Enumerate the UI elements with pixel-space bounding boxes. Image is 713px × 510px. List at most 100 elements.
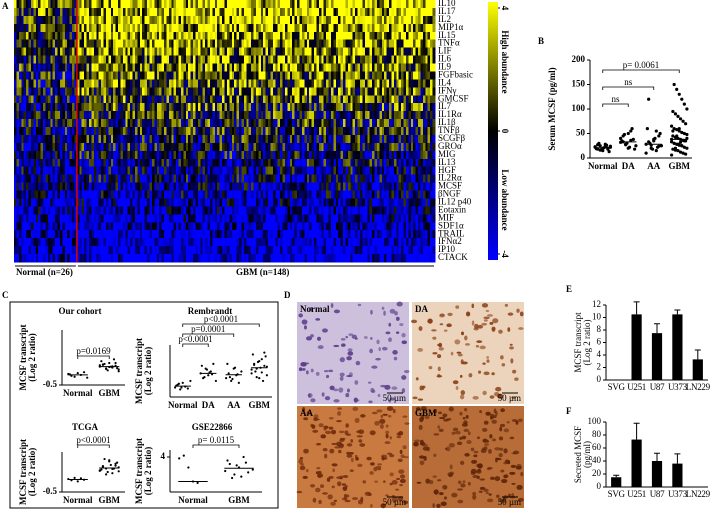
heatmap-cell <box>103 222 107 231</box>
heatmap-cell <box>212 134 216 144</box>
heatmap-cell <box>265 103 269 112</box>
heatmap-cell <box>345 7 349 17</box>
heatmap-cell <box>50 111 54 120</box>
heatmap-cell <box>178 39 182 49</box>
heatmap-cell <box>38 142 42 152</box>
heatmap-cell <box>89 103 92 112</box>
heatmap-cell <box>294 71 298 80</box>
heatmap-cell <box>147 150 150 160</box>
heatmap-cell <box>47 31 51 41</box>
heatmap-cell <box>333 7 337 17</box>
heatmap-cell <box>79 158 83 168</box>
heatmap-cell <box>21 79 25 88</box>
heatmap-cell <box>139 150 143 160</box>
heatmap-cell <box>122 111 126 120</box>
heatmap-cell <box>299 63 303 72</box>
heatmap-cell <box>376 142 380 152</box>
heatmap-cell <box>432 55 436 64</box>
heatmap-cell <box>57 103 61 112</box>
heatmap-cell <box>166 190 170 199</box>
heatmap-cell <box>193 103 196 112</box>
heatmap-cell <box>161 47 165 56</box>
heatmap-cell <box>16 158 20 168</box>
heatmap-cell <box>212 214 216 223</box>
heatmap-cell <box>195 198 199 207</box>
heatmap-cell <box>253 198 257 207</box>
heatmap-cell <box>47 206 51 215</box>
heatmap-cell <box>38 222 42 231</box>
heatmap-cell <box>263 95 267 104</box>
heatmap-cell <box>74 0 78 9</box>
heatmap-cell <box>275 111 279 120</box>
heatmap-cell <box>432 174 436 184</box>
heatmap-cell <box>263 214 267 223</box>
heatmap-cell <box>270 55 274 64</box>
heatmap-cell <box>205 214 208 223</box>
heatmap-cell <box>156 206 160 215</box>
heatmap-cell <box>91 214 95 223</box>
heatmap-cell <box>413 47 417 56</box>
heatmap-cell <box>69 190 73 199</box>
heatmap-cell <box>79 7 83 17</box>
heatmap-cell <box>301 166 305 176</box>
heatmap-cell <box>200 31 204 41</box>
heatmap-cell <box>396 31 400 41</box>
heatmap-cell <box>74 214 78 223</box>
heatmap-cell <box>40 63 44 72</box>
heatmap-cell <box>193 206 196 215</box>
heatmap-cell <box>183 119 187 128</box>
heatmap-cell <box>93 142 97 152</box>
heatmap-cell <box>18 95 22 104</box>
heatmap-cell <box>280 23 283 33</box>
heatmap-cell <box>263 174 267 184</box>
heatmap-cell <box>40 23 44 33</box>
heatmap-cell <box>369 71 373 80</box>
heatmap-cell <box>292 198 296 207</box>
heatmap-cell <box>284 39 288 49</box>
heatmap-cell <box>304 150 308 160</box>
heatmap-cell <box>401 15 404 25</box>
heatmap-cell <box>149 166 153 176</box>
heatmap-cell <box>122 55 126 64</box>
heatmap-cell <box>105 79 109 88</box>
heatmap-cell <box>217 63 221 72</box>
heatmap-cell <box>108 150 112 160</box>
heatmap-cell <box>294 127 298 136</box>
heatmap-cell <box>326 95 329 104</box>
heatmap-cell <box>183 15 187 25</box>
heatmap-cell <box>72 206 75 215</box>
heatmap-cell <box>195 79 199 88</box>
heatmap-cell <box>299 15 303 25</box>
heatmap-cell <box>384 174 388 184</box>
heatmap-cell <box>173 182 177 191</box>
heatmap-cell <box>57 190 61 199</box>
heatmap-cell <box>115 79 119 88</box>
heatmap-cell <box>193 111 196 120</box>
heatmap-cell <box>149 127 153 136</box>
heatmap-cell <box>217 71 221 80</box>
heatmap-cell <box>200 55 204 64</box>
heatmap-cell <box>89 206 92 215</box>
heatmap-cell <box>309 15 313 25</box>
heatmap-cell <box>432 127 436 136</box>
heatmap-cell <box>14 222 17 231</box>
heatmap-cell <box>333 198 337 207</box>
heatmap-cell <box>180 119 184 128</box>
heatmap-cell <box>195 166 199 176</box>
heatmap-cell <box>379 7 383 17</box>
heatmap-cell <box>326 214 329 223</box>
heatmap-cell <box>321 63 325 72</box>
heatmap-cell <box>151 7 155 17</box>
heatmap-cell <box>376 134 380 144</box>
heatmap-cell <box>59 127 63 136</box>
heatmap-cell <box>64 47 68 56</box>
heatmap-cell <box>270 190 274 199</box>
heatmap-cell <box>23 31 27 41</box>
heatmap-cell <box>118 174 121 184</box>
heatmap-cell <box>137 182 141 191</box>
heatmap-cell <box>265 127 269 136</box>
heatmap-cell <box>188 119 192 128</box>
heatmap-cell <box>422 214 426 223</box>
heatmap-cell <box>91 166 95 176</box>
heatmap-cell <box>40 79 44 88</box>
